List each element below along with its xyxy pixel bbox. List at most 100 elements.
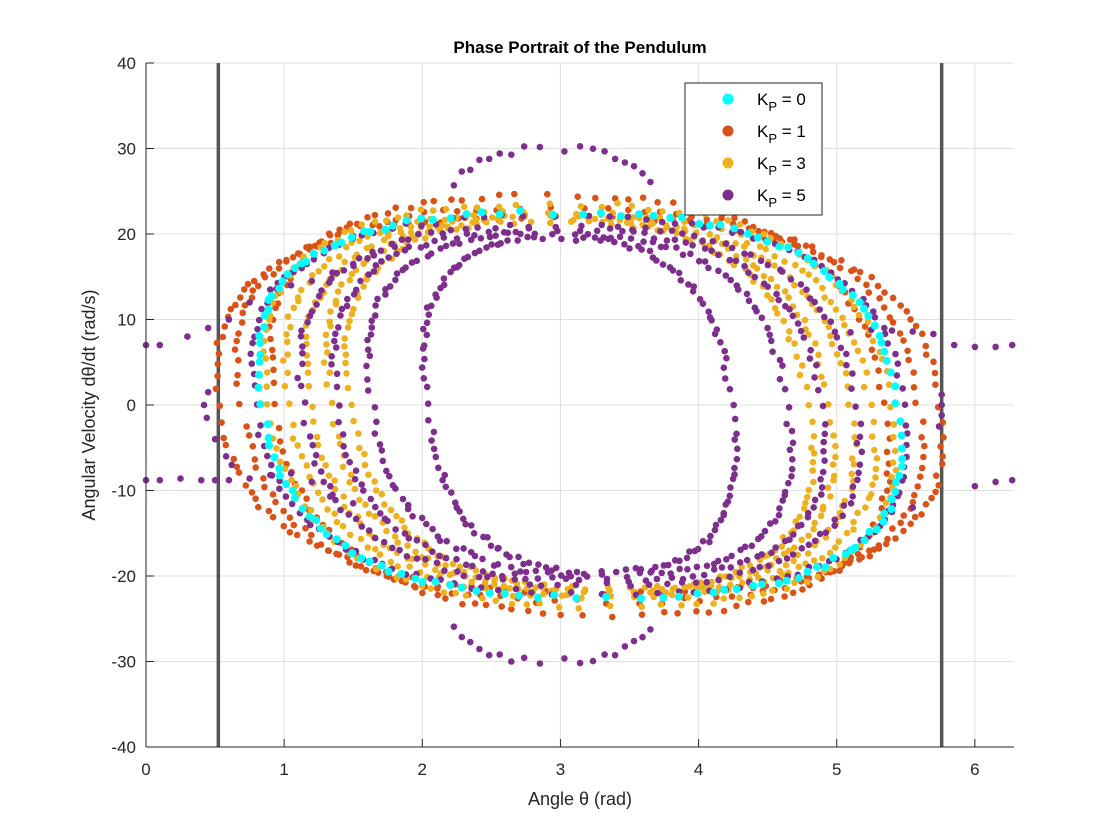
data-point (399, 495, 407, 503)
data-point (581, 587, 588, 595)
data-point (907, 316, 914, 323)
data-point (863, 369, 871, 376)
data-point (880, 509, 889, 518)
data-point (726, 581, 734, 589)
data-point (284, 313, 292, 320)
legend-label: KP = 3 (757, 154, 806, 178)
data-point (467, 638, 474, 646)
data-point (338, 281, 345, 288)
data-point (252, 464, 259, 471)
data-point (485, 589, 494, 598)
data-point (864, 311, 873, 320)
data-point (937, 443, 944, 450)
data-point (584, 230, 592, 238)
data-point (775, 242, 784, 251)
data-point (647, 178, 654, 186)
data-point (504, 237, 511, 244)
legend: KP = 0 KP = 1 KP = 3 KP = 5 (684, 82, 823, 216)
data-point (757, 257, 765, 265)
data-point (440, 275, 448, 282)
data-point (492, 597, 500, 605)
data-point (825, 273, 834, 282)
data-point (269, 513, 277, 521)
data-point (938, 460, 946, 468)
data-point (264, 441, 273, 450)
data-point (482, 601, 490, 609)
legend-marker (722, 157, 734, 169)
data-point (549, 574, 556, 581)
data-point (696, 295, 704, 303)
data-point (747, 251, 754, 258)
data-point (269, 491, 277, 498)
data-point (473, 204, 481, 211)
data-point (693, 608, 700, 615)
data-point (346, 458, 354, 466)
data-point (689, 242, 696, 249)
data-point (299, 360, 306, 368)
data-point (732, 585, 741, 593)
data-point (892, 478, 900, 487)
data-point (320, 246, 329, 255)
data-point (657, 228, 664, 235)
data-point (911, 513, 919, 521)
data-point (336, 226, 343, 233)
data-point (902, 422, 910, 429)
data-point (888, 327, 896, 334)
data-point (710, 566, 718, 573)
data-point (813, 361, 820, 369)
data-point (911, 491, 918, 499)
data-point (440, 234, 448, 241)
data-point (511, 570, 519, 577)
data-point (741, 243, 748, 250)
data-point (324, 349, 331, 356)
data-point (524, 233, 531, 241)
data-point (810, 450, 818, 457)
data-point (657, 601, 665, 608)
data-point (856, 461, 864, 469)
data-point (346, 317, 353, 325)
data-point (806, 355, 814, 362)
data-point (269, 346, 276, 354)
data-point (343, 370, 350, 377)
data-point (654, 582, 661, 590)
data-point (297, 382, 305, 390)
data-point (751, 273, 759, 281)
data-point (627, 235, 635, 242)
data-point (789, 439, 797, 447)
data-point (737, 228, 745, 236)
data-point (886, 368, 895, 377)
data-point (593, 227, 601, 235)
data-point (585, 212, 593, 220)
data-point (532, 584, 539, 591)
data-point (849, 493, 856, 500)
data-point (528, 589, 535, 596)
data-point (284, 338, 291, 346)
data-point (392, 276, 399, 284)
data-point (352, 467, 360, 475)
data-point (347, 233, 356, 242)
data-point (371, 478, 379, 485)
data-point (539, 235, 546, 243)
data-point (420, 325, 427, 333)
data-point (838, 257, 845, 264)
data-point (794, 320, 802, 327)
data-point (323, 341, 330, 348)
data-point (848, 385, 855, 393)
data-point (887, 495, 896, 504)
data-point (500, 589, 509, 598)
x-ticks: 0 1 2 3 4 5 6 (141, 739, 980, 779)
data-point (649, 211, 658, 220)
data-point (897, 519, 904, 527)
data-point (508, 658, 515, 665)
data-point (211, 435, 219, 443)
data-point (536, 143, 544, 151)
data-point (670, 199, 677, 206)
data-point (459, 600, 466, 608)
data-point (811, 496, 819, 504)
data-point (290, 493, 299, 502)
data-point (309, 272, 316, 279)
data-point (661, 608, 668, 616)
data-point (885, 381, 893, 389)
data-point (549, 230, 556, 238)
data-point (659, 208, 666, 215)
